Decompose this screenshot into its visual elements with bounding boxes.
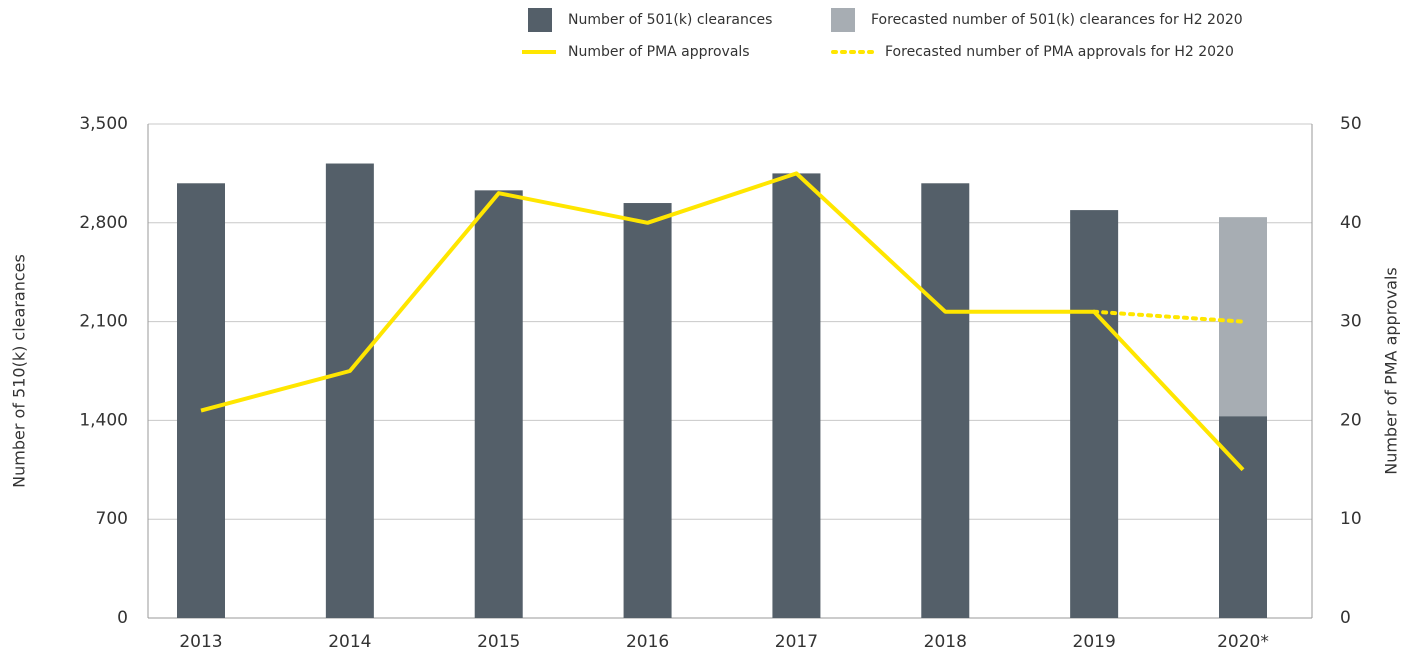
- line: [200, 171, 1245, 472]
- legend-label: Number of 501(k) clearances: [568, 12, 772, 28]
- legend-label: Forecasted number of PMA approvals for H…: [885, 44, 1234, 60]
- y-tick-label: 700: [96, 509, 128, 529]
- bar: [1219, 217, 1267, 417]
- y-tick-label: 2,100: [79, 312, 128, 332]
- y2-tick-label: 0: [1340, 608, 1351, 628]
- y2-tick-label: 10: [1340, 509, 1362, 529]
- x-tick-label: 2017: [775, 632, 818, 652]
- bar: [474, 190, 523, 618]
- x-tick-label: 2014: [328, 632, 371, 652]
- y-tick-label: 1,400: [79, 410, 128, 430]
- y2-tick-label: 20: [1340, 410, 1362, 430]
- x-tick-label: 2018: [924, 632, 967, 652]
- legend-swatch: [831, 8, 855, 32]
- y-tick-label: 2,800: [79, 213, 128, 233]
- y-tick-label: 0: [117, 608, 128, 628]
- legend-swatch: [528, 8, 552, 32]
- bar: [1219, 416, 1267, 618]
- y2-tick-label: 50: [1340, 114, 1362, 134]
- legend-label: Forecasted number of 501(k) clearances f…: [871, 12, 1243, 28]
- bar: [1070, 210, 1119, 618]
- forecast-line: [1092, 309, 1245, 324]
- y-tick-label: 3,500: [79, 114, 128, 134]
- bar: [623, 203, 672, 619]
- bar: [921, 183, 970, 618]
- y2-tick-label: 30: [1340, 312, 1362, 332]
- y2-axis-title: Number of PMA approvals: [1382, 267, 1401, 475]
- y-axis-title: Number of 510(k) clearances: [10, 254, 29, 488]
- x-tick-label: 2020*: [1217, 632, 1269, 652]
- x-tick-label: 2019: [1073, 632, 1116, 652]
- bar: [772, 173, 821, 618]
- x-tick-label: 2015: [477, 632, 520, 652]
- legend-label: Number of PMA approvals: [568, 44, 750, 60]
- x-tick-label: 2013: [179, 632, 222, 652]
- bar: [177, 183, 225, 618]
- y2-tick-label: 40: [1340, 213, 1362, 233]
- bar: [325, 163, 374, 618]
- x-tick-label: 2016: [626, 632, 669, 652]
